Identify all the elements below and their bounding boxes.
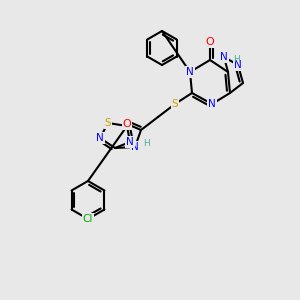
Text: N: N <box>220 52 228 62</box>
Text: O: O <box>123 119 131 129</box>
Text: H: H <box>233 56 240 64</box>
Text: Cl: Cl <box>83 214 93 224</box>
Text: N: N <box>208 99 216 109</box>
Text: N: N <box>234 60 242 70</box>
Text: S: S <box>172 99 178 109</box>
Text: N: N <box>131 142 139 152</box>
Text: O: O <box>206 37 214 47</box>
Text: N: N <box>126 137 134 147</box>
Text: N: N <box>96 133 104 143</box>
Text: H: H <box>143 140 150 148</box>
Text: N: N <box>186 67 194 77</box>
Text: S: S <box>105 118 111 128</box>
